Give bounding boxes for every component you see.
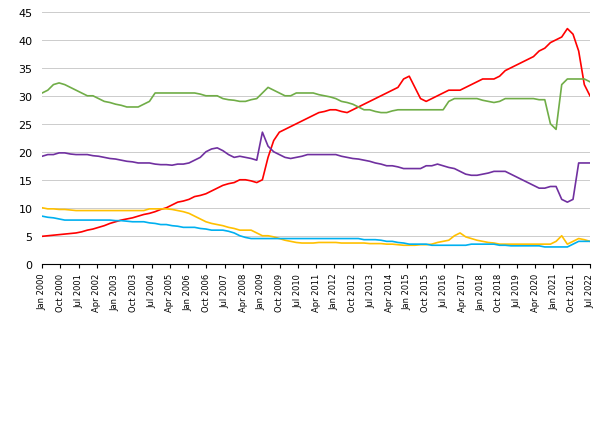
Line: Other Asia: Other Asia <box>42 80 590 130</box>
China <box>39 234 46 239</box>
Japan <box>259 130 266 135</box>
China <box>383 91 390 96</box>
Japan <box>349 157 356 162</box>
US <box>84 208 91 213</box>
EU27 <box>299 236 306 242</box>
China <box>563 27 571 32</box>
US <box>586 239 594 245</box>
EU27 <box>541 245 548 250</box>
Other Asia <box>299 91 306 96</box>
US <box>383 242 390 247</box>
Japan <box>563 200 571 205</box>
EU27 <box>456 243 464 248</box>
EU27 <box>586 239 594 245</box>
EU27 <box>39 214 46 219</box>
China <box>344 111 351 116</box>
Line: Japan: Japan <box>42 133 590 203</box>
Other Asia <box>563 77 571 82</box>
EU27 <box>383 239 390 245</box>
China <box>72 231 79 236</box>
Japan <box>389 164 396 169</box>
EU27 <box>72 218 79 223</box>
China <box>586 94 594 99</box>
China <box>84 228 91 233</box>
US <box>39 206 46 211</box>
Other Asia <box>84 94 91 99</box>
Line: China: China <box>42 29 590 237</box>
Japan <box>462 172 470 177</box>
Other Asia <box>72 89 79 94</box>
US <box>344 241 351 246</box>
EU27 <box>84 218 91 223</box>
Japan <box>304 153 311 158</box>
Other Asia <box>456 97 464 102</box>
Line: US: US <box>42 208 590 246</box>
US <box>299 241 306 246</box>
Japan <box>72 153 79 158</box>
US <box>462 235 470 240</box>
Other Asia <box>383 111 390 116</box>
Line: EU27: EU27 <box>42 217 590 248</box>
US <box>400 243 407 248</box>
Japan <box>586 161 594 166</box>
Japan <box>39 154 46 159</box>
Japan <box>84 153 91 158</box>
Other Asia <box>344 101 351 106</box>
US <box>72 208 79 213</box>
Other Asia <box>39 91 46 96</box>
China <box>456 89 464 94</box>
Other Asia <box>586 80 594 85</box>
EU27 <box>344 236 351 242</box>
Other Asia <box>553 127 560 132</box>
China <box>299 119 306 124</box>
